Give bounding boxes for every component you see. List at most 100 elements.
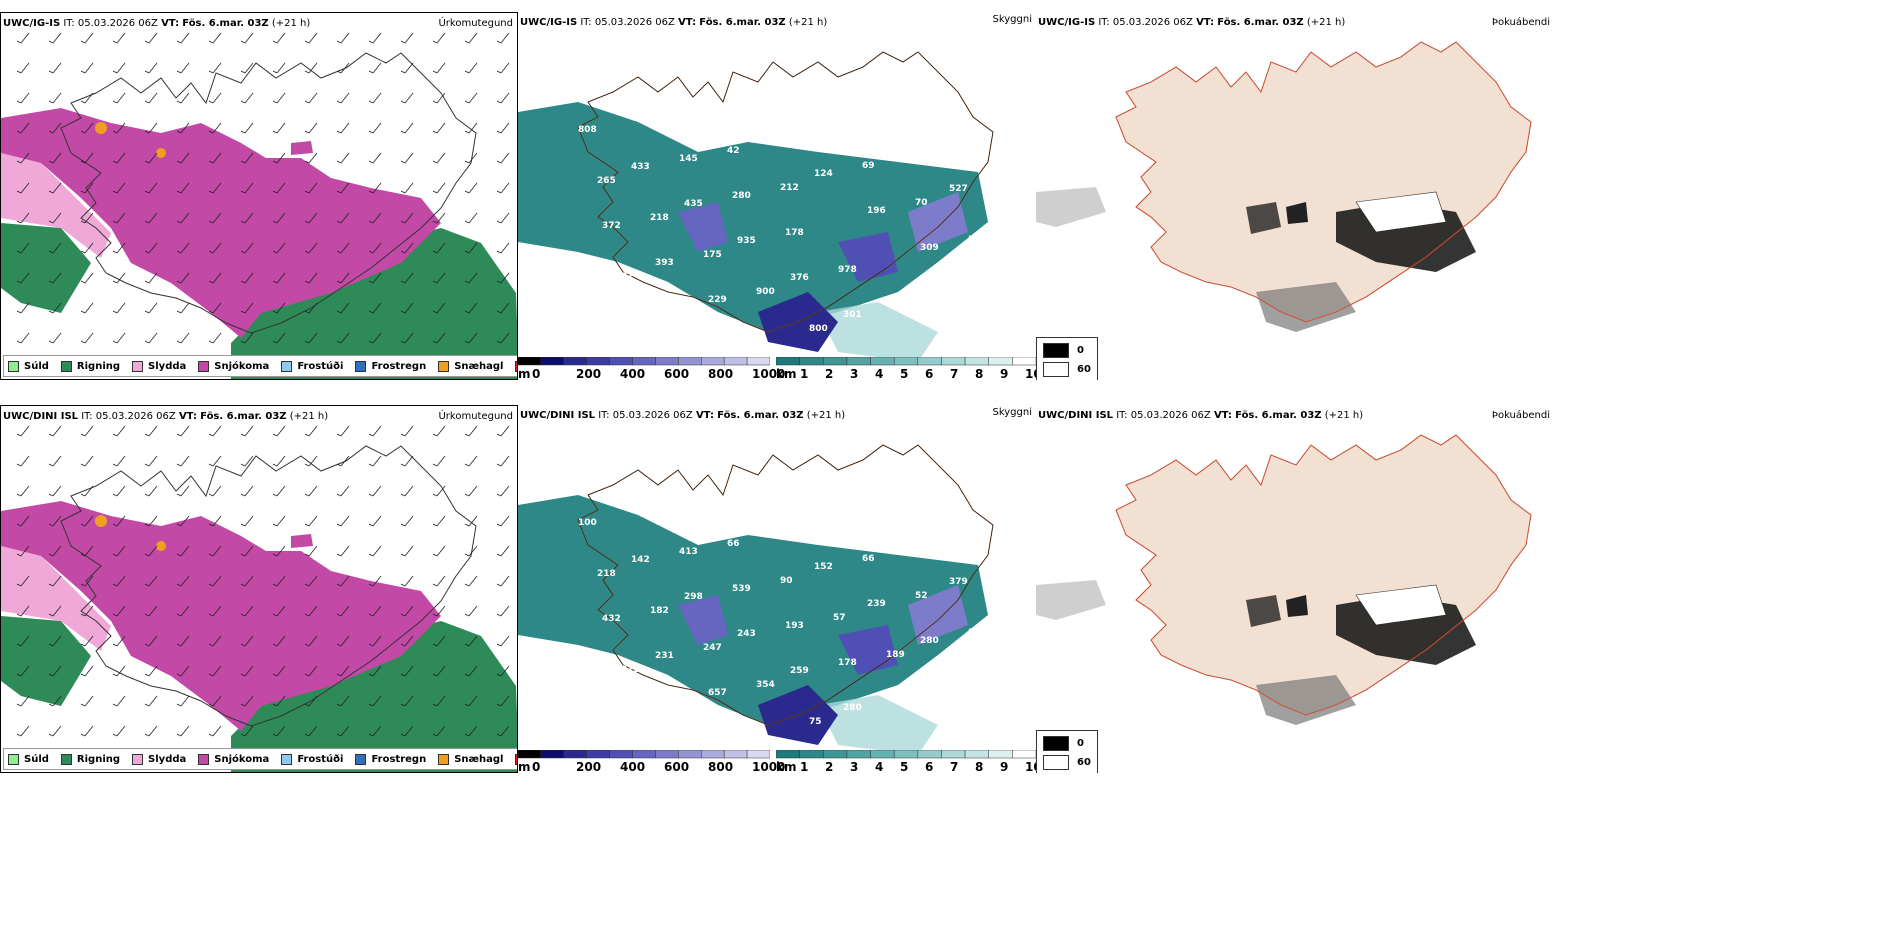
colorbar-tick: 5 bbox=[900, 367, 909, 380]
precip-type-map: UWC/DINI ISL IT: 05.03.2026 06Z VT: Fös.… bbox=[0, 405, 518, 773]
lead-time: (+21 h) bbox=[1306, 17, 1346, 28]
colorbar-tick: 7 bbox=[950, 760, 959, 773]
colorbar-cell bbox=[723, 357, 748, 366]
legend-label: Snjókoma bbox=[214, 753, 270, 765]
legend-label: Frostúði bbox=[297, 753, 344, 765]
legend-swatch bbox=[8, 360, 19, 372]
ceiling-value-label: 69 bbox=[862, 161, 875, 171]
precip-type-map: UWC/IG-IS IT: 05.03.2026 06Z VT: Fös. 6.… bbox=[0, 12, 518, 380]
ceiling-value-label: 100 bbox=[578, 518, 597, 528]
legend-label: Slydda bbox=[148, 360, 187, 372]
colorbar-cell bbox=[563, 750, 587, 759]
colorbar-tick: 1000 bbox=[752, 760, 786, 773]
colorbar-tick: 8 bbox=[975, 367, 984, 380]
legend-item: Frostregn bbox=[355, 753, 426, 765]
legend-item: Frostúði bbox=[281, 360, 343, 372]
snow-grain-spot bbox=[95, 515, 107, 527]
legend-swatch bbox=[132, 753, 144, 765]
legend-label: Rigning bbox=[76, 360, 121, 372]
precip-legend: Súld Rigning Slydda Snjókoma Frostúði Frostre… bbox=[3, 748, 517, 770]
legend-swatch bbox=[281, 360, 293, 372]
legend-label: Súld bbox=[24, 753, 49, 765]
legend-label: Snjókoma bbox=[214, 360, 270, 372]
fog-header: UWC/IG-IS IT: 05.03.2026 06Z VT: Fös. 6.… bbox=[1038, 17, 1345, 28]
vt-label: VT: bbox=[678, 17, 697, 28]
colorbar-unit: km bbox=[776, 760, 797, 773]
fog-legend-row: 0 bbox=[1043, 343, 1084, 358]
fog-index-map: UWC/DINI ISL IT: 05.03.2026 06Z VT: Fös.… bbox=[1036, 405, 1554, 773]
it-value: 05.03.2026 06Z bbox=[77, 18, 158, 29]
ceiling-value-label: 309 bbox=[920, 243, 939, 253]
colorbar-tick: 4 bbox=[875, 760, 884, 773]
model-name: UWC/IG-IS bbox=[3, 18, 61, 29]
colorbar-tick: 2 bbox=[825, 760, 834, 773]
it-value: 05.03.2026 06Z bbox=[1130, 410, 1211, 421]
colorbar-cell bbox=[917, 357, 942, 366]
rain-area bbox=[231, 228, 517, 379]
ceiling-value-label: 191 bbox=[626, 317, 645, 327]
ceiling-value-label: 354 bbox=[756, 680, 775, 690]
ceiling-value-label: 66 bbox=[862, 554, 875, 564]
colorbar-tick: 8 bbox=[975, 760, 984, 773]
legend-swatch bbox=[355, 360, 367, 372]
precip-legend: Súld Rigning Slydda Snjókoma Frostúði Frostre… bbox=[3, 355, 517, 377]
ceiling-value-label: 193 bbox=[785, 621, 804, 631]
it-label: IT: bbox=[598, 410, 610, 421]
colorbar-cell bbox=[941, 750, 966, 759]
legend-label: Frostregn bbox=[371, 360, 427, 372]
visibility-header: UWC/IG-IS IT: 05.03.2026 06Z VT: Fös. 6.… bbox=[520, 17, 827, 28]
colorbar-tick: 800 bbox=[708, 367, 734, 380]
ceiling-value-label: 70 bbox=[915, 198, 928, 208]
colorbar-tick: 0 bbox=[532, 367, 541, 380]
colorbar-tick: 3 bbox=[850, 760, 859, 773]
colorbar-tick: 5 bbox=[900, 760, 909, 773]
ceiling-value-label: 247 bbox=[703, 643, 722, 653]
ceiling-value-label: 215 bbox=[761, 525, 780, 535]
ceiling-value-label: 182 bbox=[650, 606, 669, 616]
fog-index-map: UWC/IG-IS IT: 05.03.2026 06Z VT: Fös. 6.… bbox=[1036, 12, 1554, 380]
lead-time: (+21 h) bbox=[806, 410, 846, 421]
snow-area bbox=[1, 108, 441, 338]
legend-swatch bbox=[60, 753, 72, 765]
sleet-area bbox=[1, 546, 111, 651]
colorbar-tick: 0 bbox=[532, 760, 541, 773]
ceiling-value-label: 52 bbox=[915, 591, 928, 601]
ceiling-value-label: 376 bbox=[790, 273, 809, 283]
ceiling-value-label: 175 bbox=[703, 250, 722, 260]
visibility-header: UWC/DINI ISL IT: 05.03.2026 06Z VT: Fös.… bbox=[520, 410, 845, 421]
ceiling-value-label: 231 bbox=[655, 651, 674, 661]
ceiling-value-label: 243 bbox=[737, 629, 756, 639]
it-value: 05.03.2026 06Z bbox=[1112, 17, 1193, 28]
legend-swatch bbox=[132, 360, 144, 372]
iceland-outline bbox=[577, 444, 994, 726]
ceiling-value-label: 196 bbox=[867, 206, 886, 216]
ceiling-value-label: 808 bbox=[578, 125, 597, 135]
lead-time: (+21 h) bbox=[1324, 410, 1364, 421]
legend-item: Haglél bbox=[515, 360, 517, 372]
ceiling-value-label: 239 bbox=[867, 599, 886, 609]
colorbar-cell bbox=[655, 750, 679, 759]
it-label: IT: bbox=[1116, 410, 1128, 421]
ceiling-value-label: 118 bbox=[973, 673, 992, 683]
lead-time: (+21 h) bbox=[271, 18, 311, 29]
colorbar-tick: 10 bbox=[1025, 760, 1036, 773]
colorbar-cell bbox=[823, 357, 848, 366]
colorbar-cell bbox=[799, 357, 824, 366]
legend-label: Slydda bbox=[148, 753, 187, 765]
it-value: 05.03.2026 06Z bbox=[95, 411, 176, 422]
vt-value: Fös. 6.mar. 03Z bbox=[699, 17, 786, 28]
ceiling-value-label: 974 bbox=[944, 532, 963, 542]
colorbar-cell bbox=[609, 750, 633, 759]
it-value: 05.03.2026 06Z bbox=[612, 410, 693, 421]
ceiling-value-label: 227 bbox=[896, 540, 915, 550]
visibility-title: Skyggni bbox=[992, 14, 1032, 25]
colorbar-tick: 6 bbox=[925, 367, 934, 380]
ceiling-value-label: 539 bbox=[732, 584, 751, 594]
colorbar-cell bbox=[846, 357, 871, 366]
snow-area bbox=[1, 501, 441, 731]
precip-header: UWC/IG-IS IT: 05.03.2026 06Z VT: Fös. 6.… bbox=[3, 18, 310, 29]
legend-item: Snæhagl bbox=[438, 753, 503, 765]
colorbar-cell bbox=[823, 750, 848, 759]
ceiling-value-label: 75 bbox=[809, 717, 822, 727]
precip-header: UWC/DINI ISL IT: 05.03.2026 06Z VT: Fös.… bbox=[3, 411, 328, 422]
